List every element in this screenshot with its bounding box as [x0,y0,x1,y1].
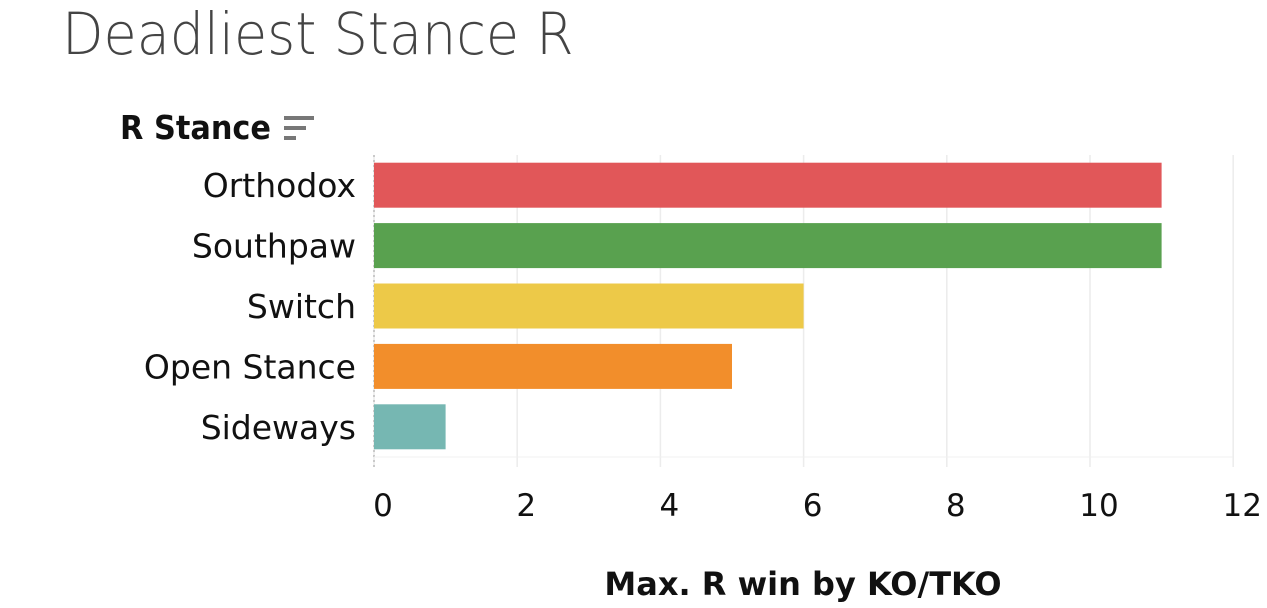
sort-descending-icon[interactable] [282,111,316,145]
x-tick-label: 2 [516,488,536,524]
dimension-header: R Stance [120,108,316,147]
category-label: Switch [247,287,356,326]
bar-orthodox[interactable] [374,162,1162,208]
bar-sideways[interactable] [374,404,446,450]
category-label: Sideways [201,408,356,447]
chart-title: Deadliest Stance R [62,0,574,68]
x-tick-label: 12 [1222,488,1261,524]
x-tick-label: 8 [946,488,966,524]
bars [374,162,1162,450]
x-tick-label: 4 [660,488,680,524]
category-labels: Orthodox Southpaw Switch Open Stance Sideway… [144,166,356,447]
x-axis-title: Max. R win by KO/TKO [604,565,1001,603]
x-tick-label: 6 [803,488,823,524]
category-label: Southpaw [192,227,356,266]
bar-southpaw[interactable] [374,223,1162,269]
x-tick-label: 0 [373,488,393,524]
x-tick-label: 10 [1079,488,1118,524]
bar-open-stance[interactable] [374,343,732,389]
dimension-label: R Stance [120,108,272,147]
category-label: Open Stance [144,347,356,386]
bar-switch[interactable] [374,283,804,329]
x-tick-labels: 0 2 4 6 8 10 12 [373,488,1262,524]
category-label: Orthodox [203,166,356,205]
